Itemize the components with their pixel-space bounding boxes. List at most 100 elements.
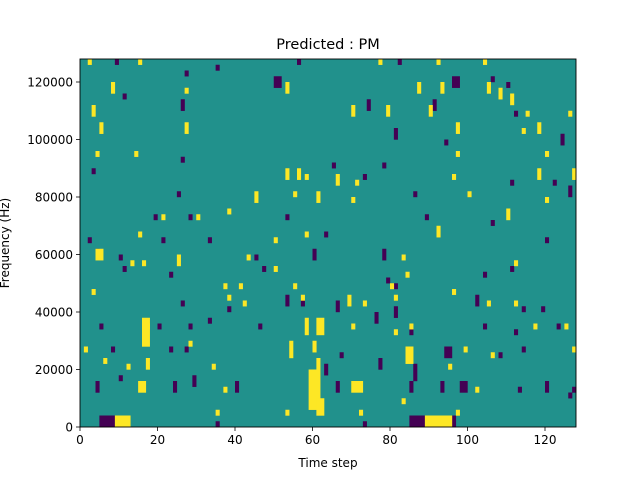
heatmap-cell-low — [452, 76, 460, 88]
y-tick-label: 40000 — [35, 306, 73, 320]
heatmap-cell-high — [134, 151, 139, 157]
heatmap-cell-high — [436, 225, 441, 238]
heatmap-cell-high — [455, 151, 460, 157]
heatmap-cell-high — [440, 82, 445, 94]
heatmap-cell-high — [521, 128, 526, 134]
heatmap-cell-high — [510, 93, 515, 106]
heatmap-cell-low — [169, 346, 174, 353]
heatmap-cell-low — [452, 415, 457, 428]
heatmap-cell-high — [227, 208, 232, 215]
heatmap-cell-low — [118, 254, 123, 261]
chart-title: Predicted : PM — [276, 37, 379, 53]
heatmap-cell-low — [374, 312, 379, 324]
heatmap-cell-high — [359, 409, 364, 416]
heatmap-cell-high — [223, 283, 228, 290]
heatmap-cell-high — [145, 358, 150, 370]
heatmap-cell-high — [417, 82, 422, 94]
heatmap-cell-low — [444, 346, 453, 359]
heatmap-cell-low — [366, 99, 371, 111]
heatmap-cell-low — [556, 323, 561, 330]
plot-frame — [79, 58, 577, 428]
heatmap-cell-high — [448, 363, 453, 370]
heatmap-cell-low — [235, 381, 240, 393]
heatmap-cell-low — [382, 162, 387, 169]
heatmap-cell-low — [545, 381, 550, 393]
heatmap-cells — [80, 59, 577, 428]
heatmap-cell-high — [114, 415, 131, 428]
heatmap-cell-low — [521, 306, 526, 313]
y-tick-label: 20000 — [35, 363, 73, 377]
heatmap-cell-low — [157, 323, 162, 330]
heatmap-cell-low — [184, 70, 189, 77]
heatmap-cell-low — [324, 231, 329, 238]
heatmap-cell-high — [285, 168, 290, 180]
y-axis-label: Frequency (Hz) — [0, 198, 12, 289]
heatmap-cell-low — [514, 329, 519, 336]
heatmap-cell-low — [514, 110, 519, 117]
heatmap-cell-high — [475, 386, 480, 393]
heatmap-cell-low — [258, 323, 263, 330]
heatmap-cell-high — [537, 168, 542, 180]
heatmap-cell-high — [545, 151, 550, 157]
heatmap-cell-high — [455, 409, 460, 416]
y-axis: 0 20000 40000 60000 80000 100000 120000 — [27, 76, 80, 435]
heatmap-cell-high — [424, 415, 453, 428]
heatmap-cell-low — [192, 375, 197, 387]
heatmap-cell-low — [510, 179, 515, 186]
x-axis-label: Time step — [297, 456, 357, 470]
heatmap-cell-low — [483, 271, 488, 278]
heatmap-cell-high — [91, 105, 96, 117]
heatmap-cell-low — [180, 99, 185, 111]
heatmap-cell-high — [455, 122, 460, 134]
heatmap-cell-high — [362, 300, 367, 307]
heatmap-cell-high — [126, 363, 131, 370]
heatmap-cell-high — [297, 168, 302, 180]
heatmap-cell-low — [184, 346, 189, 353]
heatmap-cell-low — [300, 300, 305, 307]
heatmap-cell-low — [207, 237, 212, 244]
heatmap-cell-low — [409, 415, 426, 428]
heatmap-cell-high — [95, 151, 100, 157]
heatmap-cell-high — [188, 340, 193, 347]
heatmap-cell-high — [393, 329, 398, 336]
heatmap-cell-high — [304, 174, 309, 180]
heatmap-cell-low — [122, 93, 127, 100]
heatmap-cell-high — [91, 289, 96, 295]
heatmap-cell-low — [339, 352, 344, 359]
heatmap-cell-low — [262, 266, 267, 272]
heatmap-cell-high — [300, 294, 305, 301]
heatmap-cell-low — [99, 323, 104, 330]
heatmap-cell-low — [161, 237, 166, 244]
heatmap-cell-high — [142, 260, 147, 267]
heatmap-cell-high — [401, 254, 406, 261]
heatmap-cell-low — [409, 381, 414, 393]
heatmap-cell-high — [390, 283, 395, 290]
heatmap-cell-low — [324, 363, 329, 376]
heatmap-cell-low — [393, 306, 398, 318]
heatmap-cell-low — [382, 248, 387, 261]
heatmap-cell-low — [560, 133, 565, 146]
x-tick-label: 40 — [227, 433, 242, 447]
heatmap-cell-high — [463, 346, 468, 353]
heatmap-cell-low — [87, 237, 92, 244]
heatmap-cell-high — [533, 323, 538, 330]
heatmap-cell-high — [436, 59, 441, 65]
heatmap-cell-high — [254, 191, 259, 203]
heatmap-cell-high — [246, 254, 251, 261]
heatmap-cell-high — [227, 294, 232, 301]
heatmap-cell-high — [138, 381, 147, 393]
heatmap-cell-high — [111, 82, 116, 94]
heatmap-cell-high — [161, 214, 166, 221]
heatmap-cell-high — [347, 294, 352, 307]
heatmap-cell-high — [452, 174, 457, 180]
heatmap-cell-low — [572, 386, 577, 393]
heatmap-cell-low — [254, 254, 259, 261]
y-tick-label: 80000 — [35, 191, 73, 205]
heatmap-cell-high — [293, 283, 298, 290]
heatmap-cell-low — [362, 421, 367, 428]
y-tick-label: 120000 — [27, 76, 73, 90]
heatmap-cell-low — [393, 283, 398, 290]
heatmap-cell-high — [498, 87, 503, 100]
x-tick-label: 60 — [305, 433, 320, 447]
